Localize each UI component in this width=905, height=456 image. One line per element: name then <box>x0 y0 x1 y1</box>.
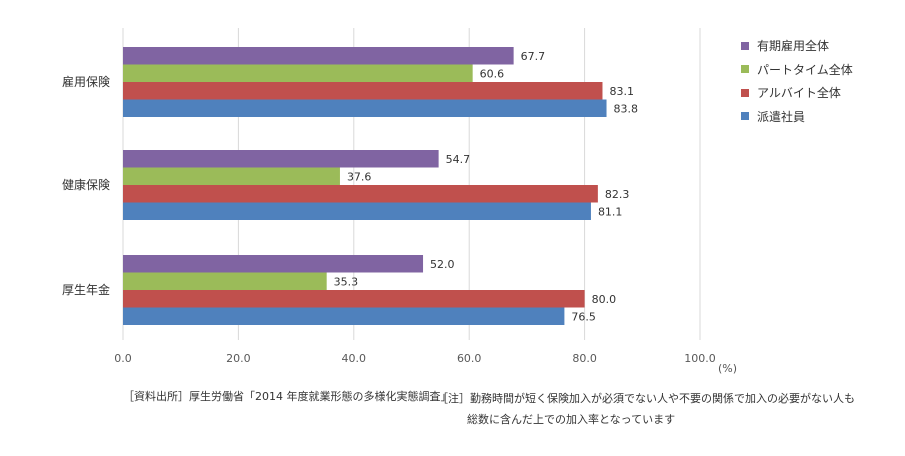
data-label: 82.3 <box>605 188 630 201</box>
legend-swatch <box>741 112 749 121</box>
bar <box>123 290 585 308</box>
legend-swatch <box>741 88 749 97</box>
legend-label: 派遣社員 <box>757 109 806 124</box>
bar <box>123 47 514 65</box>
legend-swatch <box>741 65 749 74</box>
legend-item: アルバイト全体 <box>741 81 853 105</box>
bar <box>123 150 439 168</box>
data-label: 67.7 <box>521 50 546 63</box>
bar <box>123 202 591 220</box>
data-label: 37.6 <box>347 170 372 183</box>
data-label: 81.1 <box>598 205 623 218</box>
footnote: ［注］勤務時間が短く保険加入が必須でない人や不要の関係で加入の必要がない人も 総… <box>437 388 855 430</box>
legend-label: 有期雇用全体 <box>757 39 830 54</box>
legend-swatch <box>741 41 749 50</box>
data-label: 80.0 <box>592 293 617 306</box>
bar <box>123 185 598 203</box>
legend-label: アルバイト全体 <box>757 86 841 101</box>
x-tick-label: 60.0 <box>457 352 482 365</box>
data-label: 35.3 <box>334 275 359 288</box>
category-label: 雇用保険 <box>62 74 110 89</box>
bar <box>123 99 607 117</box>
bar <box>123 64 473 82</box>
footnote-line-1: ［注］勤務時間が短く保険加入が必須でない人や不要の関係で加入の必要がない人も <box>437 392 855 405</box>
data-label: 54.7 <box>446 153 471 166</box>
x-axis-unit: (%) <box>718 362 738 375</box>
bar <box>123 82 603 100</box>
legend-item: 有期雇用全体 <box>741 34 853 58</box>
bar <box>123 255 424 273</box>
data-label: 83.1 <box>609 85 634 98</box>
x-tick-label: 20.0 <box>226 352 251 365</box>
bar <box>123 307 565 325</box>
footnote-line-2: 総数に含んだ上での加入率となっています <box>467 413 676 426</box>
x-tick-label: 0.0 <box>114 352 132 365</box>
category-label: 健康保険 <box>62 177 110 192</box>
x-tick-label: 100.0 <box>684 352 716 365</box>
x-tick-label: 80.0 <box>572 352 597 365</box>
legend-item: 派遣社員 <box>741 105 853 129</box>
x-tick-label: 40.0 <box>342 352 367 365</box>
legend-label: パートタイム全体 <box>757 62 853 77</box>
data-label: 76.5 <box>571 310 596 323</box>
category-label: 厚生年金 <box>62 282 110 297</box>
legend: 有期雇用全体パートタイム全体 アルバイト全体 派遣社員 <box>741 34 853 128</box>
data-label: 83.8 <box>614 102 639 115</box>
data-label: 52.0 <box>430 258 455 271</box>
bar <box>123 167 340 185</box>
source-note: ［資料出所］厚生労働省「2014 年度就業形態の多様化実態調査」 <box>123 390 452 403</box>
bar <box>123 272 327 290</box>
data-label: 60.6 <box>480 67 505 80</box>
legend-item: パートタイム全体 <box>741 58 853 82</box>
